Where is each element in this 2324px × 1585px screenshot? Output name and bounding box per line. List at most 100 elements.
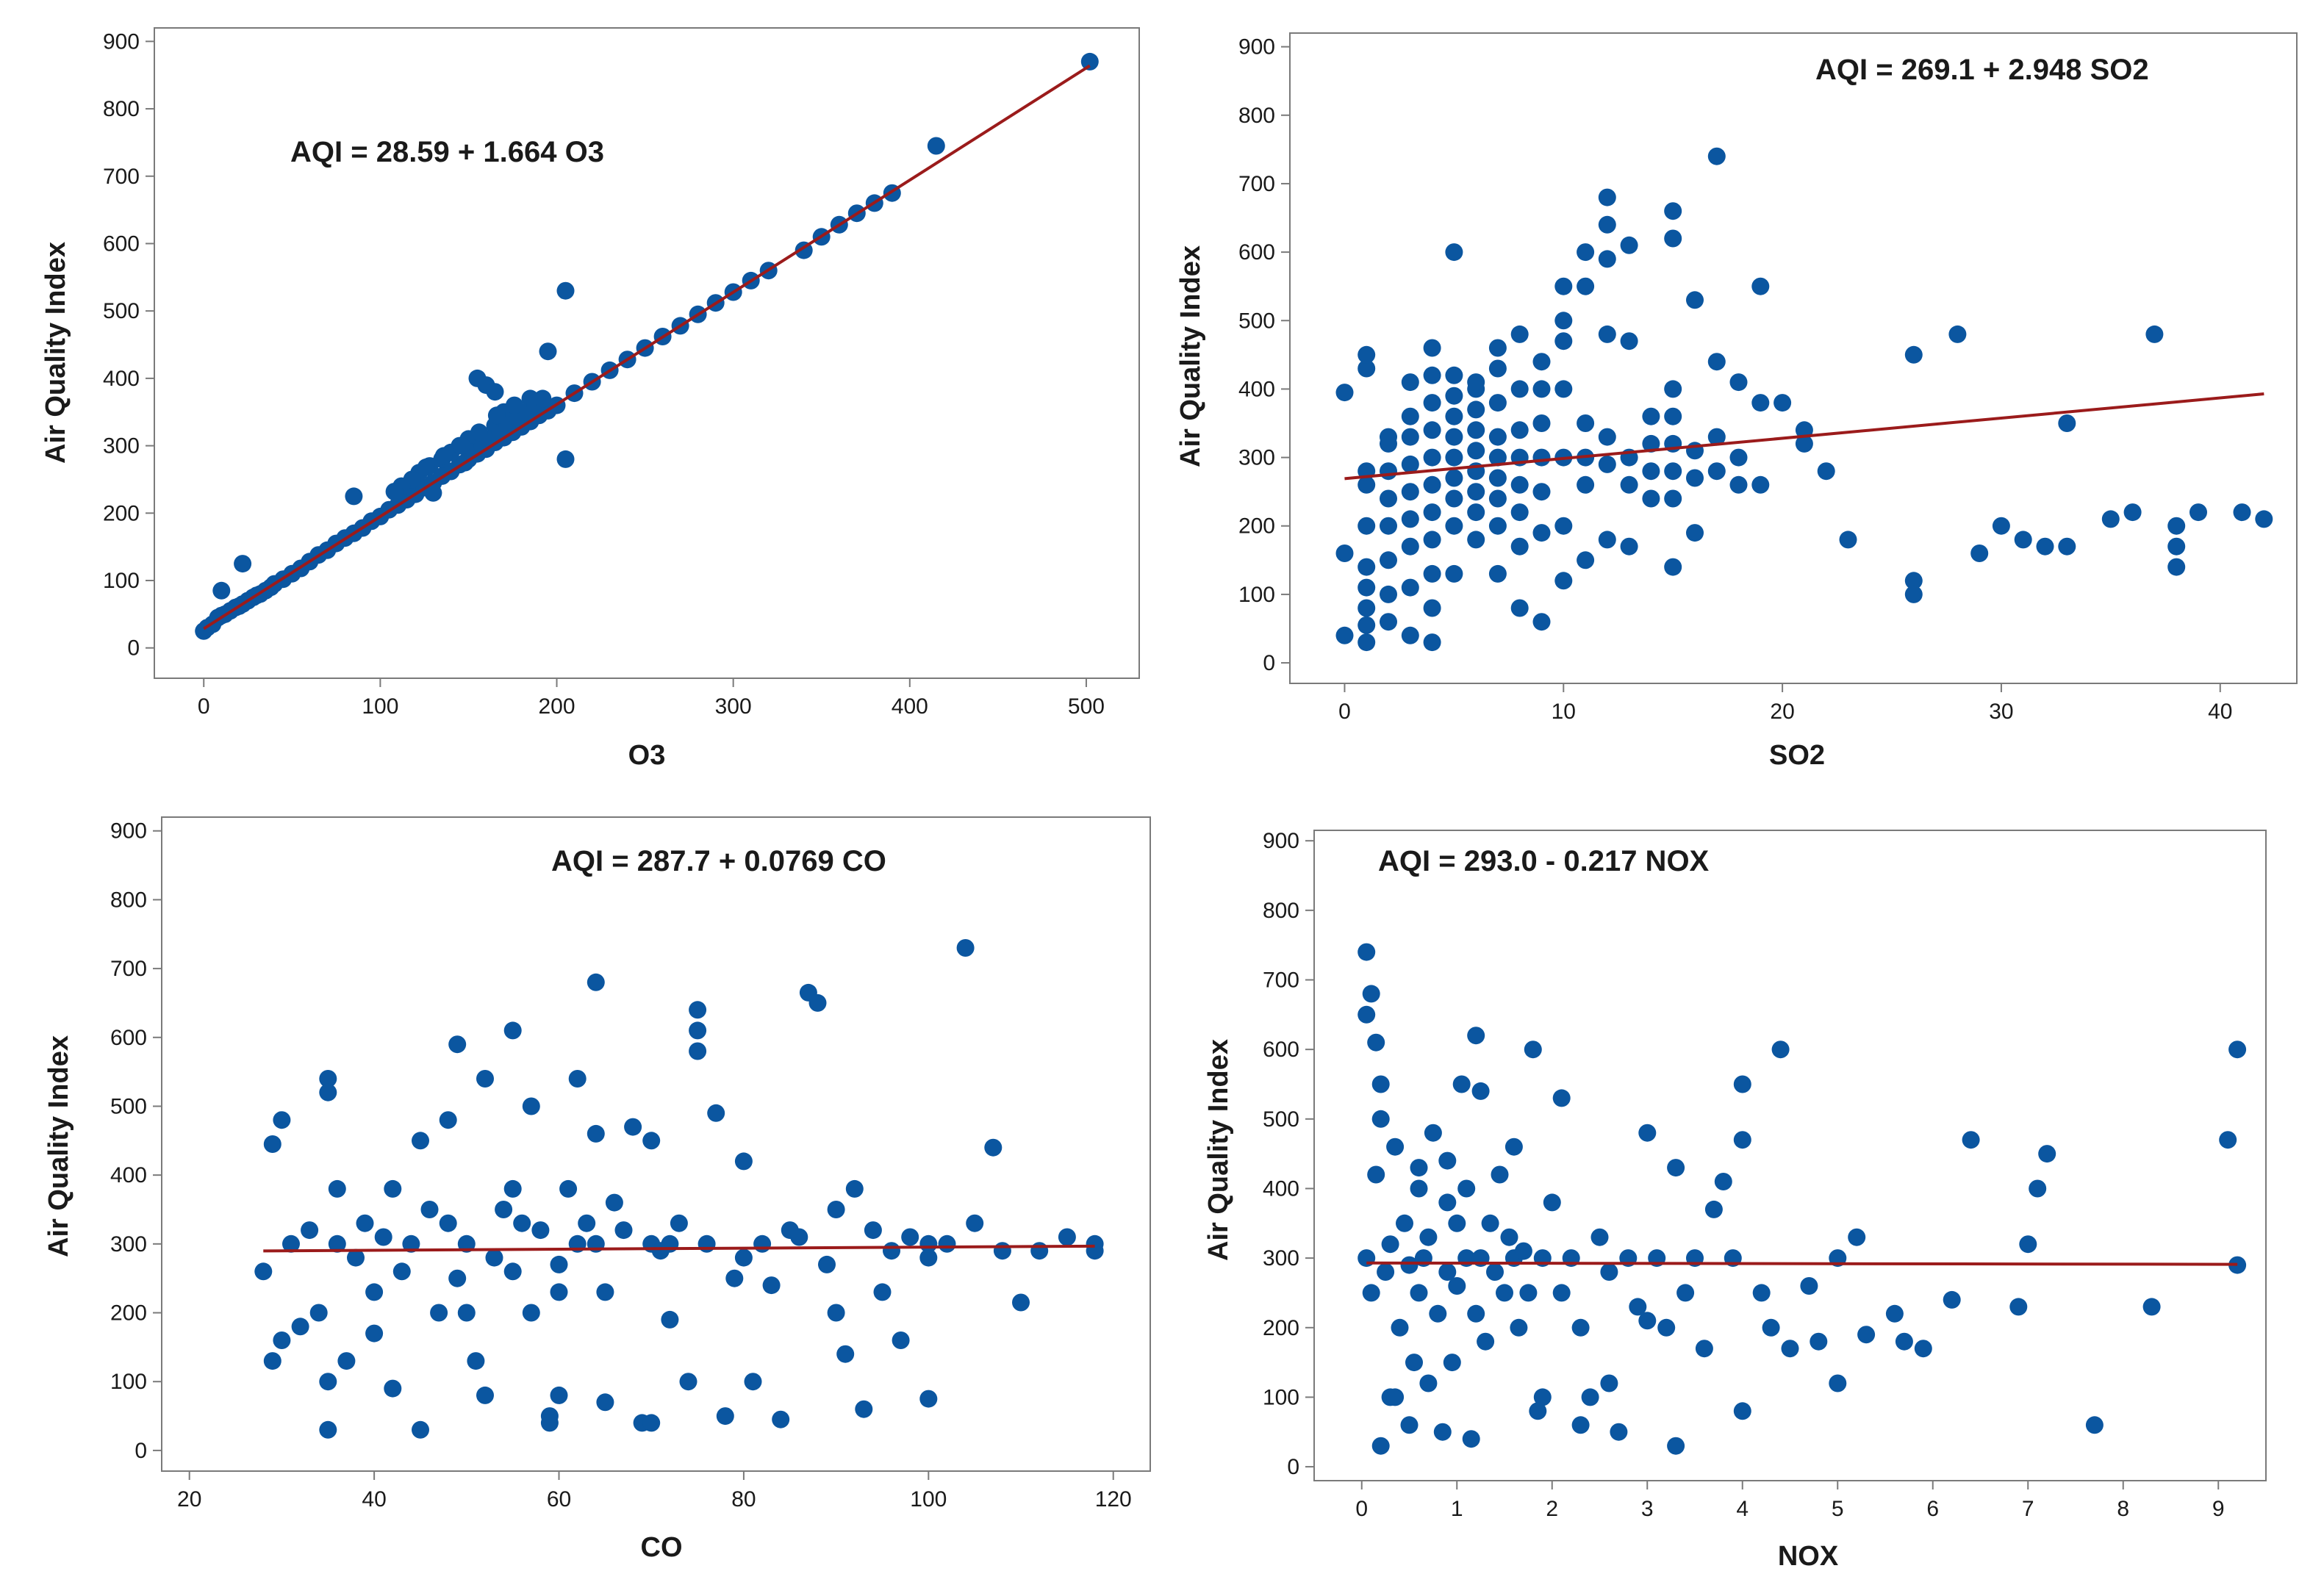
data-point bbox=[734, 1248, 753, 1267]
data-point bbox=[1086, 1242, 1104, 1260]
x-tick-label-so2: 30 bbox=[1989, 700, 2013, 724]
data-point bbox=[725, 1269, 744, 1287]
data-point bbox=[790, 1228, 808, 1246]
data-point bbox=[356, 1214, 374, 1232]
data-point bbox=[2233, 503, 2251, 522]
data-point bbox=[1012, 1293, 1030, 1312]
data-point bbox=[1467, 1304, 1485, 1323]
data-point bbox=[1610, 1423, 1628, 1441]
data-point bbox=[1510, 599, 1529, 617]
data-point bbox=[587, 973, 605, 991]
data-point bbox=[1598, 215, 1616, 234]
y-axis-title-so2: Air Quality Index bbox=[1175, 245, 1206, 467]
data-point bbox=[1577, 277, 1595, 295]
x-tick-label-o3: 500 bbox=[1068, 694, 1105, 719]
annotation-co: AQI = 287.7 + 0.0769 CO bbox=[551, 845, 886, 877]
data-point bbox=[384, 1179, 402, 1198]
data-point bbox=[2219, 1131, 2237, 1149]
data-point bbox=[642, 1414, 661, 1432]
data-point bbox=[1598, 455, 1616, 473]
data-point bbox=[1704, 1200, 1723, 1218]
data-point bbox=[534, 389, 552, 408]
data-point bbox=[412, 1132, 429, 1150]
data-point bbox=[1664, 202, 1682, 220]
data-point bbox=[2167, 537, 2186, 556]
data-point bbox=[1514, 1242, 1532, 1260]
data-point bbox=[1707, 147, 1726, 165]
data-point bbox=[513, 1214, 531, 1232]
regression-line-co bbox=[263, 1244, 1095, 1253]
data-point bbox=[734, 1152, 753, 1171]
x-tick-label-so2: 40 bbox=[2208, 700, 2232, 724]
data-point bbox=[1438, 1263, 1457, 1281]
data-point bbox=[689, 1042, 707, 1060]
data-point bbox=[550, 1386, 568, 1404]
data-point bbox=[1751, 394, 1770, 412]
data-point bbox=[1438, 1151, 1457, 1170]
data-point bbox=[1401, 626, 1419, 644]
data-point bbox=[1423, 421, 1441, 439]
data-point bbox=[328, 1234, 346, 1253]
data-point bbox=[901, 1228, 919, 1246]
data-point bbox=[1554, 517, 1573, 535]
data-point bbox=[2058, 414, 2076, 432]
data-point bbox=[1423, 503, 1441, 522]
data-point bbox=[1371, 1437, 1390, 1455]
data-point bbox=[1729, 475, 1748, 494]
x-tick-label-nox: 6 bbox=[1926, 1497, 1939, 1521]
data-point bbox=[1598, 531, 1616, 549]
y-tick-label-nox: 600 bbox=[1263, 1038, 1299, 1062]
data-point bbox=[1488, 394, 1507, 412]
data-point bbox=[845, 1179, 864, 1198]
data-point bbox=[956, 939, 975, 957]
data-point bbox=[1504, 1137, 1523, 1156]
data-point bbox=[434, 447, 453, 465]
data-point bbox=[1380, 489, 1397, 508]
data-point bbox=[1467, 400, 1485, 419]
data-point bbox=[1686, 469, 1704, 487]
data-point bbox=[2255, 510, 2273, 528]
data-point bbox=[457, 1304, 476, 1322]
data-point bbox=[596, 1283, 614, 1301]
data-point bbox=[2085, 1416, 2104, 1434]
data-point bbox=[1800, 1277, 1818, 1295]
x-tick-label-o3: 400 bbox=[892, 694, 928, 719]
data-point bbox=[1358, 1005, 1376, 1024]
data-point bbox=[1642, 434, 1660, 453]
data-point bbox=[679, 1373, 697, 1391]
data-point bbox=[1467, 483, 1485, 501]
data-point bbox=[1419, 1374, 1438, 1392]
data-point bbox=[1401, 407, 1419, 425]
data-point bbox=[1904, 572, 1923, 590]
data-point bbox=[697, 1234, 716, 1253]
data-point bbox=[1445, 489, 1463, 508]
plot-frame-so2 bbox=[1289, 32, 2298, 684]
data-point bbox=[1371, 1075, 1390, 1093]
y-axis-title-o3: Air Quality Index bbox=[40, 242, 71, 464]
data-point bbox=[1598, 325, 1616, 343]
data-point bbox=[1970, 544, 1989, 562]
data-point bbox=[1914, 1340, 1932, 1358]
data-point bbox=[1667, 1437, 1685, 1455]
data-point bbox=[1810, 1332, 1828, 1351]
data-point bbox=[1080, 52, 1099, 71]
data-point bbox=[1510, 325, 1529, 343]
points-o3 bbox=[195, 52, 1099, 640]
data-point bbox=[522, 1097, 540, 1115]
data-point bbox=[1488, 517, 1507, 535]
x-tick-label-co: 120 bbox=[1095, 1487, 1132, 1512]
y-axis-title-nox: Air Quality Index bbox=[1203, 1039, 1234, 1261]
data-point bbox=[2009, 1298, 2028, 1316]
data-point bbox=[1445, 407, 1463, 425]
plot-frame-o3 bbox=[154, 27, 1140, 679]
data-point bbox=[1581, 1388, 1599, 1406]
y-tick-label-nox: 500 bbox=[1263, 1107, 1299, 1132]
data-point bbox=[1762, 1318, 1780, 1337]
panel-so2: 0 100 200 300 400 500 600 700 800 900 0 10 20 30 40 AQI… bbox=[1175, 32, 2298, 771]
data-point bbox=[1885, 1304, 1904, 1323]
x-tick-label-nox: 4 bbox=[1736, 1497, 1749, 1521]
data-point bbox=[984, 1138, 1003, 1157]
data-point bbox=[470, 423, 488, 442]
data-point bbox=[1396, 1214, 1413, 1232]
